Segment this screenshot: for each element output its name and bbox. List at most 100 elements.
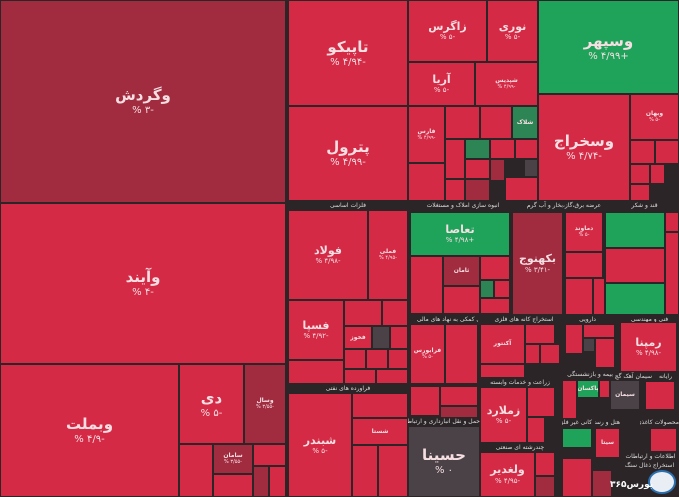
- tile[interactable]: [562, 458, 592, 497]
- tile-akontor[interactable]: آکنتور: [480, 324, 525, 364]
- tile[interactable]: [593, 278, 605, 315]
- tile[interactable]: [179, 444, 213, 497]
- tile[interactable]: [378, 445, 408, 497]
- tile-foolad[interactable]: فولاد -۴/۹۸ %: [288, 210, 368, 300]
- tile[interactable]: [388, 349, 408, 369]
- tile[interactable]: [344, 369, 376, 384]
- tile[interactable]: [605, 212, 665, 248]
- tile[interactable]: [352, 393, 408, 418]
- tile[interactable]: [630, 164, 650, 184]
- tile[interactable]: [630, 140, 655, 164]
- tile[interactable]: [445, 324, 478, 384]
- tile[interactable]: [605, 248, 665, 283]
- tile-farabours[interactable]: فرابورس -۵ %: [410, 324, 445, 384]
- tile[interactable]: [344, 300, 382, 326]
- tile[interactable]: [465, 159, 490, 179]
- tile-saman[interactable]: سامان -۳/۵۵ %: [213, 444, 253, 474]
- tile-fars[interactable]: فارس -۴/۹۹ %: [408, 106, 445, 163]
- tile[interactable]: [527, 387, 555, 417]
- tile[interactable]: [390, 326, 408, 349]
- tile[interactable]: [515, 139, 538, 159]
- tile[interactable]: [665, 212, 679, 232]
- tile[interactable]: [465, 179, 490, 201]
- tile-pakhsan[interactable]: پاکسان: [577, 380, 599, 398]
- tile[interactable]: [382, 300, 408, 326]
- tile[interactable]: [445, 179, 465, 201]
- tile[interactable]: [445, 139, 465, 179]
- tile[interactable]: [655, 140, 679, 164]
- tile[interactable]: [269, 466, 286, 497]
- tile-saman-2[interactable]: ثامان: [443, 256, 480, 286]
- tile[interactable]: [376, 369, 408, 384]
- tile-siman[interactable]: سیمان: [610, 380, 640, 410]
- tile[interactable]: [440, 386, 478, 406]
- tile[interactable]: [527, 417, 545, 443]
- tile-vsepehr[interactable]: وسپهر +۴/۹۹ %: [538, 0, 679, 94]
- tile-shepdis[interactable]: شپدیس -۴/۹۹ %: [475, 62, 538, 106]
- tile[interactable]: [213, 474, 253, 497]
- tile-tapiko[interactable]: تاپیکو -۴/۹۴ %: [288, 0, 408, 106]
- tile-taasa[interactable]: تعاصا +۴/۹۸ %: [410, 212, 510, 256]
- tile-vgardesh[interactable]: وگردش -۳ %: [0, 0, 286, 203]
- tile-damavand[interactable]: دماوند -۵ %: [565, 212, 603, 252]
- tile[interactable]: [490, 159, 505, 181]
- tile[interactable]: [480, 280, 494, 298]
- tile[interactable]: [480, 364, 525, 378]
- tile-hesina[interactable]: حسینا ۰ %: [408, 426, 480, 497]
- tile[interactable]: [562, 380, 577, 420]
- tile[interactable]: [408, 163, 445, 201]
- tile[interactable]: [505, 177, 538, 201]
- tile[interactable]: [352, 445, 378, 497]
- tile[interactable]: [465, 139, 490, 159]
- tile[interactable]: [410, 386, 440, 416]
- tile[interactable]: [288, 360, 344, 384]
- tile-bekahnuj[interactable]: بکهنوج -۳/۴۱ %: [512, 212, 563, 315]
- tile-zemlard[interactable]: زملارد -۵ %: [480, 387, 527, 443]
- tile[interactable]: [480, 106, 512, 139]
- tile[interactable]: [490, 139, 515, 159]
- tile[interactable]: [665, 232, 679, 315]
- tile[interactable]: [372, 326, 390, 349]
- tile[interactable]: [592, 470, 612, 497]
- tile-zagros[interactable]: زاگرس -۵ %: [408, 0, 487, 62]
- tile[interactable]: [583, 338, 595, 352]
- tile-shasta[interactable]: شستا: [352, 418, 408, 445]
- tile[interactable]: [253, 444, 286, 466]
- tile[interactable]: [645, 381, 675, 410]
- tile[interactable]: [366, 349, 388, 369]
- tile-petrol[interactable]: پترول -۴/۹۹ %: [288, 106, 408, 201]
- tile-fakhuz[interactable]: فخوز: [344, 326, 372, 349]
- tile[interactable]: [630, 184, 650, 201]
- tile[interactable]: [344, 349, 366, 369]
- tile-sita[interactable]: سیتا: [595, 428, 620, 458]
- tile-shebandar[interactable]: شبندر -۵ %: [288, 393, 352, 497]
- tile-aria[interactable]: آریا -۵ %: [408, 62, 475, 106]
- tile-vbmellat[interactable]: وبملت -۴/۹ %: [0, 364, 179, 497]
- tile[interactable]: [599, 380, 610, 398]
- tile-rampna[interactable]: رمپنا -۴/۹۸ %: [620, 322, 677, 372]
- tile-vbehan[interactable]: وبهان -۵ %: [630, 94, 679, 140]
- tile-dey[interactable]: دی -۵ %: [179, 364, 244, 444]
- tile-shalak[interactable]: شلاک: [512, 106, 538, 139]
- tile[interactable]: [595, 338, 615, 368]
- tile[interactable]: [525, 324, 555, 344]
- tile[interactable]: [480, 256, 510, 280]
- tile[interactable]: [410, 256, 443, 314]
- tile[interactable]: [525, 344, 540, 364]
- tile[interactable]: [480, 298, 510, 314]
- tile[interactable]: [540, 344, 560, 364]
- tile[interactable]: [524, 159, 538, 177]
- tile[interactable]: [565, 278, 593, 315]
- tile-vaaind[interactable]: وآیند -۴ %: [0, 203, 286, 364]
- tile[interactable]: [443, 286, 480, 314]
- tile-nouri[interactable]: نوری -۵ %: [487, 0, 538, 62]
- tile-valghadir[interactable]: ولغدیر -۴/۹۵ %: [480, 452, 535, 497]
- tile[interactable]: [565, 252, 603, 278]
- tile[interactable]: [565, 324, 583, 354]
- tile-fesepa[interactable]: فسپا -۴/۹۲ %: [288, 300, 344, 360]
- tile[interactable]: [650, 164, 665, 184]
- tile-fameli[interactable]: فملی -۴/۹۵ %: [368, 210, 408, 300]
- tile[interactable]: [605, 283, 665, 315]
- tile[interactable]: [583, 324, 615, 338]
- tile[interactable]: [445, 106, 480, 139]
